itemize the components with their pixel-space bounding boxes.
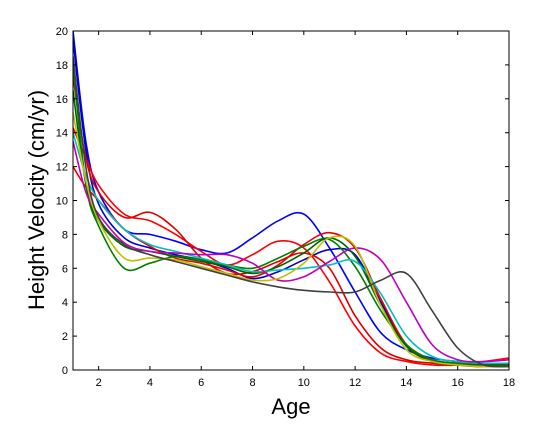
y-tick-label: 2 [62,331,68,343]
y-tick-label: 16 [56,94,68,106]
series-line-3 [73,127,509,367]
x-tick-label: 14 [400,377,412,389]
series-layer [73,31,509,368]
x-tick-label: 12 [349,377,361,389]
ticks-layer: 2 4 6 8 10 12 14 16 18 0 2 4 6 8 10 12 14 16 18 20 [56,26,515,389]
x-tick-label: 18 [503,377,515,389]
y-tick-label: 4 [62,297,68,309]
x-tick-label: 10 [298,377,310,389]
y-tick-label: 20 [56,26,68,38]
x-axis-title: Age [271,394,310,419]
y-tick-label: 12 [56,162,68,174]
x-tick-label: 8 [249,377,255,389]
series-line-5 [73,76,509,366]
x-tick-label: 4 [147,377,153,389]
y-tick-label: 14 [56,128,68,140]
series-line-9 [73,141,509,363]
series-line-6 [73,64,509,366]
x-tick-label: 16 [452,377,464,389]
series-line-10 [73,112,509,368]
y-axis-title: Height Velocity (cm/yr) [24,90,49,310]
plot-area [73,31,509,370]
y-tick-label: 8 [62,229,68,241]
x-tick-label: 6 [198,377,204,389]
series-line-11 [73,56,509,368]
x-tick-label: 2 [96,377,102,389]
y-tick-label: 10 [56,196,68,208]
series-line-8 [73,132,509,365]
y-tick-label: 6 [62,263,68,275]
y-tick-label: 0 [62,365,68,377]
y-tick-label: 18 [56,60,68,72]
